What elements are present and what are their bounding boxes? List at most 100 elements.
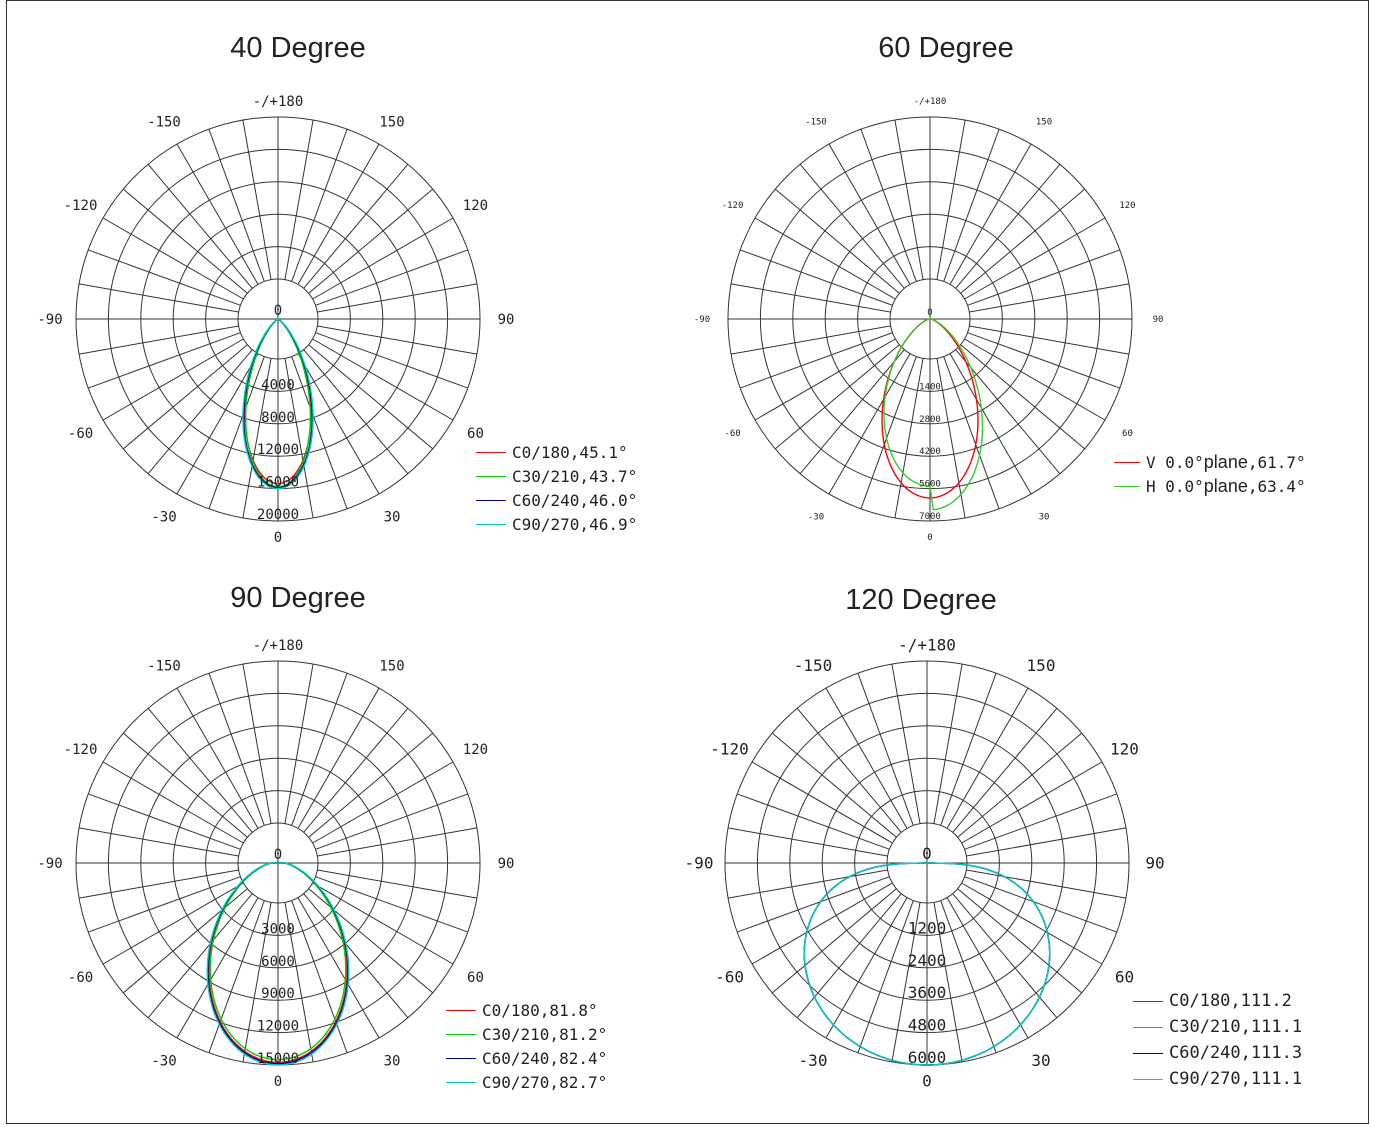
grid-spoke <box>751 882 893 965</box>
legend-item: C30/210,111.1 <box>1133 1014 1302 1040</box>
grid-spoke <box>102 338 244 421</box>
chart-title-90: 90 Degree <box>230 582 366 614</box>
legend-label-plane: plane <box>1203 475 1248 496</box>
grid-spoke <box>102 882 244 965</box>
angle-label-top: -/+180 <box>253 638 304 654</box>
legend-swatch <box>1133 1052 1163 1054</box>
grid-spoke <box>825 687 908 829</box>
legend-swatch <box>446 1033 476 1035</box>
legend-item: C0/180,81.8° <box>446 998 607 1022</box>
legend-item: C60/240,111.3 <box>1133 1040 1302 1066</box>
legend-item: C90/270,82.7° <box>446 1070 607 1094</box>
grid-spoke <box>960 344 1086 450</box>
grid-spoke <box>891 663 921 824</box>
ring-label: 12000 <box>257 442 299 458</box>
grid-spoke <box>857 900 914 1053</box>
ring-label: 4200 <box>919 447 941 457</box>
grid-spoke <box>242 358 272 519</box>
grid-spoke <box>796 707 902 833</box>
grid-spoke <box>88 249 241 306</box>
angle-label-bottom-right: 30 <box>1039 513 1050 523</box>
ring-label-center: 0 <box>274 303 282 319</box>
grid-spoke <box>317 827 478 857</box>
legend-60-degree: V 0.0° plane ,61.7° H 0.0° plane ,63.4° <box>1114 450 1306 498</box>
series-curve-1 <box>883 318 984 511</box>
grid-spoke <box>297 353 380 495</box>
ring-label: 6000 <box>908 1048 947 1067</box>
grid-spoke <box>952 893 1058 1019</box>
angle-label-left: -90 <box>694 315 710 325</box>
grid-spoke <box>102 761 244 844</box>
ring-label: 4800 <box>908 1016 947 1035</box>
figure-frame <box>6 0 1369 1124</box>
grid-spoke <box>303 893 409 1019</box>
grid-spoke <box>317 283 478 313</box>
ring-label: 6000 <box>261 954 295 970</box>
grid-spoke <box>949 353 1032 495</box>
legend-label: C60/240,111.3 <box>1169 1043 1303 1063</box>
grid-spoke <box>208 129 265 282</box>
series-curve-3 <box>206 862 350 1066</box>
legend-item: C30/210,43.7° <box>476 464 637 488</box>
grid-spoke <box>933 902 963 1063</box>
ring-label: 8000 <box>261 410 295 426</box>
grid-spoke <box>946 897 1029 1039</box>
grid-spoke <box>297 687 380 829</box>
angle-label-upper-left: -150 <box>794 656 833 675</box>
legend-90-degree: C0/180,81.8° C30/210,81.2° C60/240,82.4° C9… <box>446 998 607 1094</box>
angle-label-top: -/+180 <box>914 97 947 107</box>
grid-spoke <box>303 163 409 289</box>
legend-label: C0/180,111.2 <box>1169 991 1292 1011</box>
angle-label-mid-left: -120 <box>64 742 98 758</box>
angle-label-mid-right: 120 <box>1119 201 1135 211</box>
ring-label: 1400 <box>919 382 941 392</box>
legend-swatch <box>1133 1078 1163 1080</box>
legend-item: C60/240,82.4° <box>446 1046 607 1070</box>
grid-spoke <box>242 119 272 280</box>
grid-spoke <box>147 163 253 289</box>
grid-spoke <box>291 673 348 826</box>
grid-spoke <box>891 902 921 1063</box>
angle-label-mid-right: 120 <box>463 742 488 758</box>
angle-label-top: -/+180 <box>898 636 956 655</box>
angle-label-upper-left: -150 <box>805 118 827 128</box>
ring-label-center: 0 <box>927 308 932 318</box>
ring-label-center: 0 <box>922 844 932 863</box>
grid-spoke <box>799 349 905 475</box>
grid-spoke <box>774 344 900 450</box>
angle-label-upper-left: -150 <box>147 658 181 674</box>
grid-spoke <box>291 356 348 509</box>
angle-label-mid-left: -120 <box>710 740 749 759</box>
grid-spoke <box>317 869 478 899</box>
legend-40-degree: C0/180,45.1° C30/210,43.7° C60/240,46.0° C9… <box>476 440 637 536</box>
grid-spoke <box>102 217 244 300</box>
grid-spoke <box>122 732 248 838</box>
legend-label-prefix: H 0.0° <box>1146 476 1204 496</box>
chart-title-40: 40 Degree <box>230 32 366 64</box>
grid-spoke <box>303 707 409 833</box>
grid-spoke <box>312 338 454 421</box>
grid-spoke <box>208 356 265 509</box>
angle-label-lower-left: -60 <box>715 968 744 987</box>
grid-spoke <box>315 793 468 850</box>
grid-spoke <box>78 325 239 355</box>
angle-label-upper-left: -150 <box>147 114 181 130</box>
grid-spoke <box>964 793 1117 850</box>
grid-spoke <box>969 325 1130 355</box>
grid-spoke <box>964 338 1106 421</box>
grid-spoke <box>176 897 259 1039</box>
grid-spoke <box>308 188 434 294</box>
legend-item: C90/270,111.1 <box>1133 1066 1302 1092</box>
grid-spoke <box>78 283 239 313</box>
ring-label: 3600 <box>908 983 947 1002</box>
grid-spoke <box>727 827 888 857</box>
grid-spoke <box>297 143 380 285</box>
grid-spoke <box>949 143 1032 285</box>
grid-spoke <box>740 332 893 389</box>
grid-spoke <box>312 882 454 965</box>
grid-spoke <box>308 344 434 450</box>
angle-label-upper-right: 150 <box>1036 118 1052 128</box>
angle-label-bottom-right: 30 <box>1031 1051 1050 1070</box>
